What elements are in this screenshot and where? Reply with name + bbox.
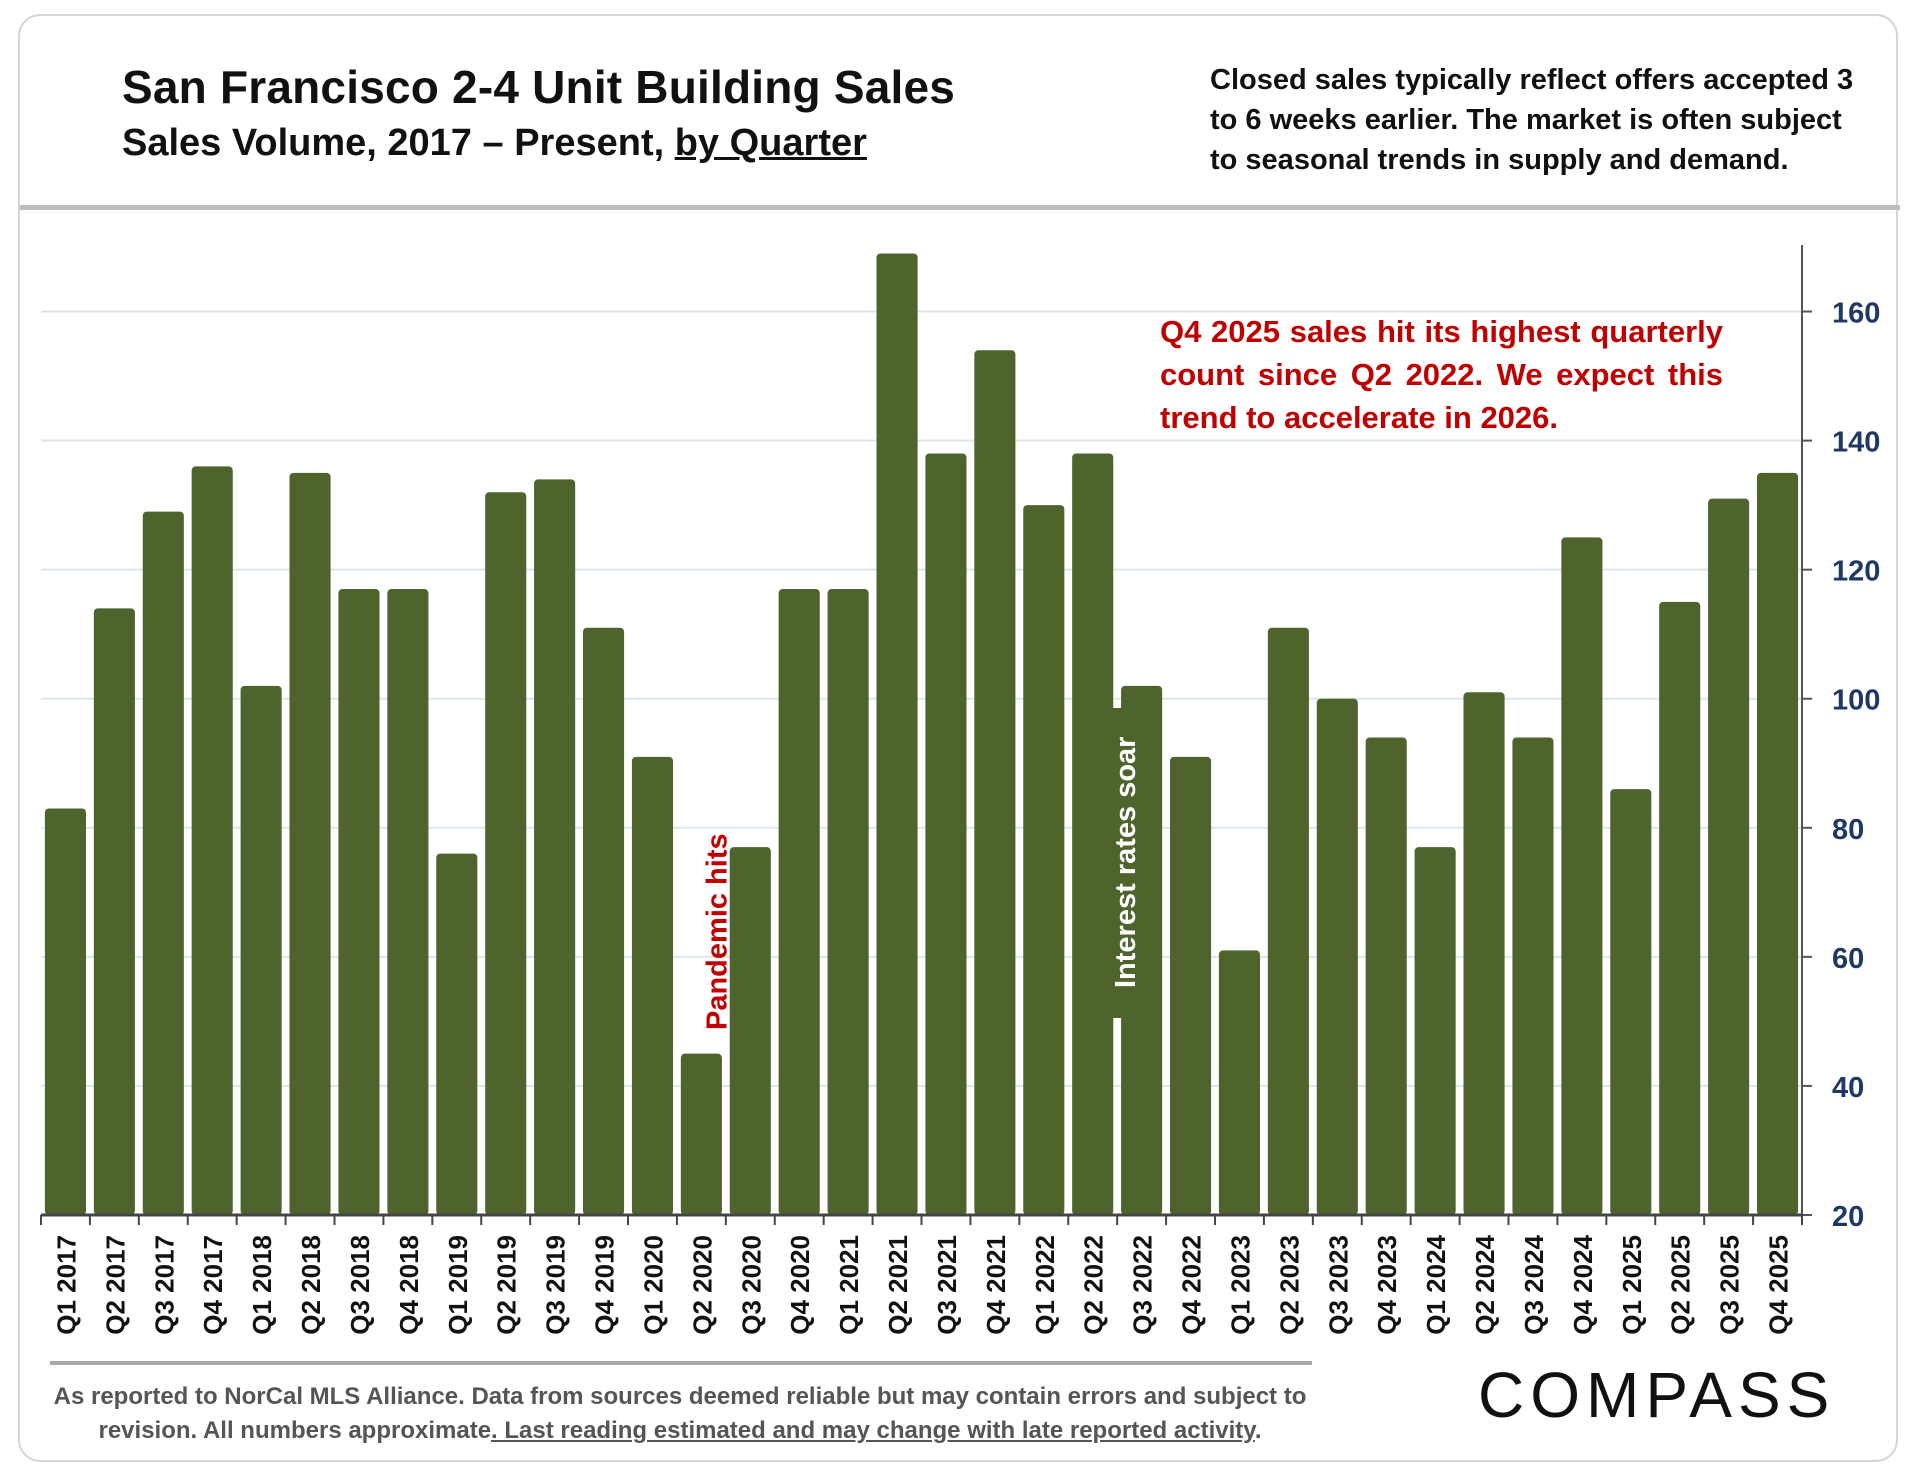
footnote: As reported to NorCal MLS Alliance. Data…: [30, 1380, 1330, 1448]
footnote-underlined: . Last reading estimated and may change …: [491, 1417, 1255, 1444]
x-tick-label: Q1 2025: [1617, 1235, 1647, 1335]
bar: [729, 847, 771, 1215]
seasonal-note: Closed sales typically reflect offers ac…: [1210, 64, 1854, 176]
x-tick-label: Q3 2024: [1519, 1234, 1549, 1334]
x-tick-label: Q1 2020: [638, 1235, 668, 1335]
bar: [1023, 505, 1065, 1216]
x-tick-label: Q1 2022: [1030, 1235, 1060, 1335]
compass-logo: COMPASS: [1478, 1359, 1836, 1431]
x-tick-label: Q2 2018: [296, 1235, 326, 1335]
x-tick-label: Q3 2025: [1715, 1235, 1745, 1335]
chart-subtitle: Sales Volume, 2017 – Present, by Quarter: [122, 122, 867, 165]
x-tick-label: Q2 2019: [492, 1235, 522, 1335]
x-tick-label: Q2 2021: [883, 1235, 913, 1335]
header-divider: [20, 205, 1900, 210]
y-tick-label: 60: [1832, 943, 1864, 975]
x-tick-label: Q3 2021: [932, 1235, 962, 1335]
y-tick-label: 120: [1832, 556, 1880, 588]
bar-chart: 20 40 60 80 100 120 140 160 Q1 2017 Q2 2017 Q3 201…: [40, 245, 1880, 1335]
x-tick-label: Q4 2022: [1177, 1235, 1207, 1335]
bar: [1463, 692, 1505, 1215]
bar: [827, 589, 869, 1215]
x-tick-label: Q4 2021: [981, 1235, 1011, 1335]
bar: [925, 453, 967, 1215]
bar: [191, 466, 233, 1215]
x-tick-label: Q4 2017: [198, 1235, 228, 1335]
bar: [680, 1053, 722, 1215]
x-tick-label: Q3 2017: [149, 1235, 179, 1335]
bar: [778, 589, 820, 1215]
subtitle-underlined: by Quarter: [674, 122, 867, 164]
x-tick-label: Q3 2018: [345, 1235, 375, 1335]
footnote-text: As reported to NorCal MLS Alliance. Data…: [53, 1383, 1307, 1444]
bar: [1072, 453, 1114, 1215]
x-tick-label: Q1 2017: [51, 1235, 81, 1335]
footer-divider: [50, 1361, 1312, 1365]
bar: [1610, 789, 1652, 1215]
y-tick-label: 160: [1832, 298, 1880, 330]
bar: [1267, 627, 1309, 1215]
x-tick-label: Q4 2023: [1372, 1235, 1402, 1335]
bar: [1561, 537, 1603, 1215]
bar: [240, 685, 282, 1215]
x-tick-label: Q2 2022: [1079, 1235, 1109, 1335]
y-tick-label: 100: [1832, 685, 1880, 717]
x-tick-label: Q1 2021: [834, 1235, 864, 1335]
bar: [289, 472, 331, 1215]
x-tick-label: Q1 2018: [247, 1235, 277, 1335]
bar: [974, 350, 1016, 1216]
bar: [436, 853, 478, 1215]
x-tick-label: Q2 2020: [687, 1235, 717, 1335]
x-tick-label: Q3 2020: [736, 1235, 766, 1335]
x-tick-label: Q2 2017: [100, 1235, 130, 1335]
interest-annotation-band: [1108, 708, 1143, 1018]
q4-2025-annotation: Q4 2025 sales hit its highest quarterly …: [1160, 314, 1723, 435]
interest-rates-annotation: Interest rates soar: [1110, 737, 1142, 988]
bar: [142, 511, 184, 1215]
bar: [1365, 737, 1407, 1215]
footnote-end: .: [1254, 1417, 1262, 1444]
y-tick-label: 80: [1832, 814, 1864, 846]
x-tick-label: Q2 2023: [1274, 1235, 1304, 1335]
bar: [1659, 601, 1701, 1215]
bar: [1756, 472, 1799, 1215]
bar: [44, 808, 87, 1215]
x-tick-label: Q4 2019: [590, 1235, 620, 1335]
subtitle-text: Sales Volume, 2017 – Present,: [122, 122, 675, 164]
x-tick-label: Q2 2024: [1470, 1234, 1500, 1334]
x-tick-label: Q1 2019: [443, 1235, 473, 1335]
x-tick-label: Q3 2022: [1128, 1235, 1158, 1335]
bar: [534, 479, 576, 1215]
x-tick-label: Q4 2020: [785, 1235, 815, 1335]
x-tick-label: Q4 2024: [1568, 1234, 1598, 1334]
bar: [338, 589, 380, 1215]
x-tick-label: Q1 2023: [1225, 1235, 1255, 1335]
bar: [876, 253, 918, 1215]
bar: [93, 608, 135, 1215]
x-tick-label: Q1 2024: [1421, 1234, 1451, 1334]
y-tick-label: 20: [1832, 1201, 1864, 1233]
y-tick-label: 140: [1832, 427, 1880, 459]
bar: [387, 589, 429, 1215]
x-tick-label: Q3 2023: [1323, 1235, 1353, 1335]
bar: [1708, 498, 1750, 1215]
bar: [582, 627, 625, 1215]
x-tick-label: Q4 2018: [394, 1235, 424, 1335]
bar: [1316, 698, 1358, 1215]
x-tick-label: Q4 2025: [1764, 1235, 1794, 1335]
bar: [1218, 950, 1261, 1215]
bar: [1414, 847, 1456, 1215]
bar: [1512, 737, 1554, 1215]
x-tick-label: Q2 2025: [1666, 1235, 1696, 1335]
bar: [631, 756, 674, 1215]
bar: [1169, 756, 1212, 1215]
bar: [485, 492, 527, 1215]
x-tick-label: Q3 2019: [541, 1235, 571, 1335]
y-tick-label: 40: [1832, 1072, 1864, 1104]
chart-title: San Francisco 2-4 Unit Building Sales: [122, 61, 956, 113]
pandemic-annotation: Pandemic hits: [701, 833, 733, 1030]
